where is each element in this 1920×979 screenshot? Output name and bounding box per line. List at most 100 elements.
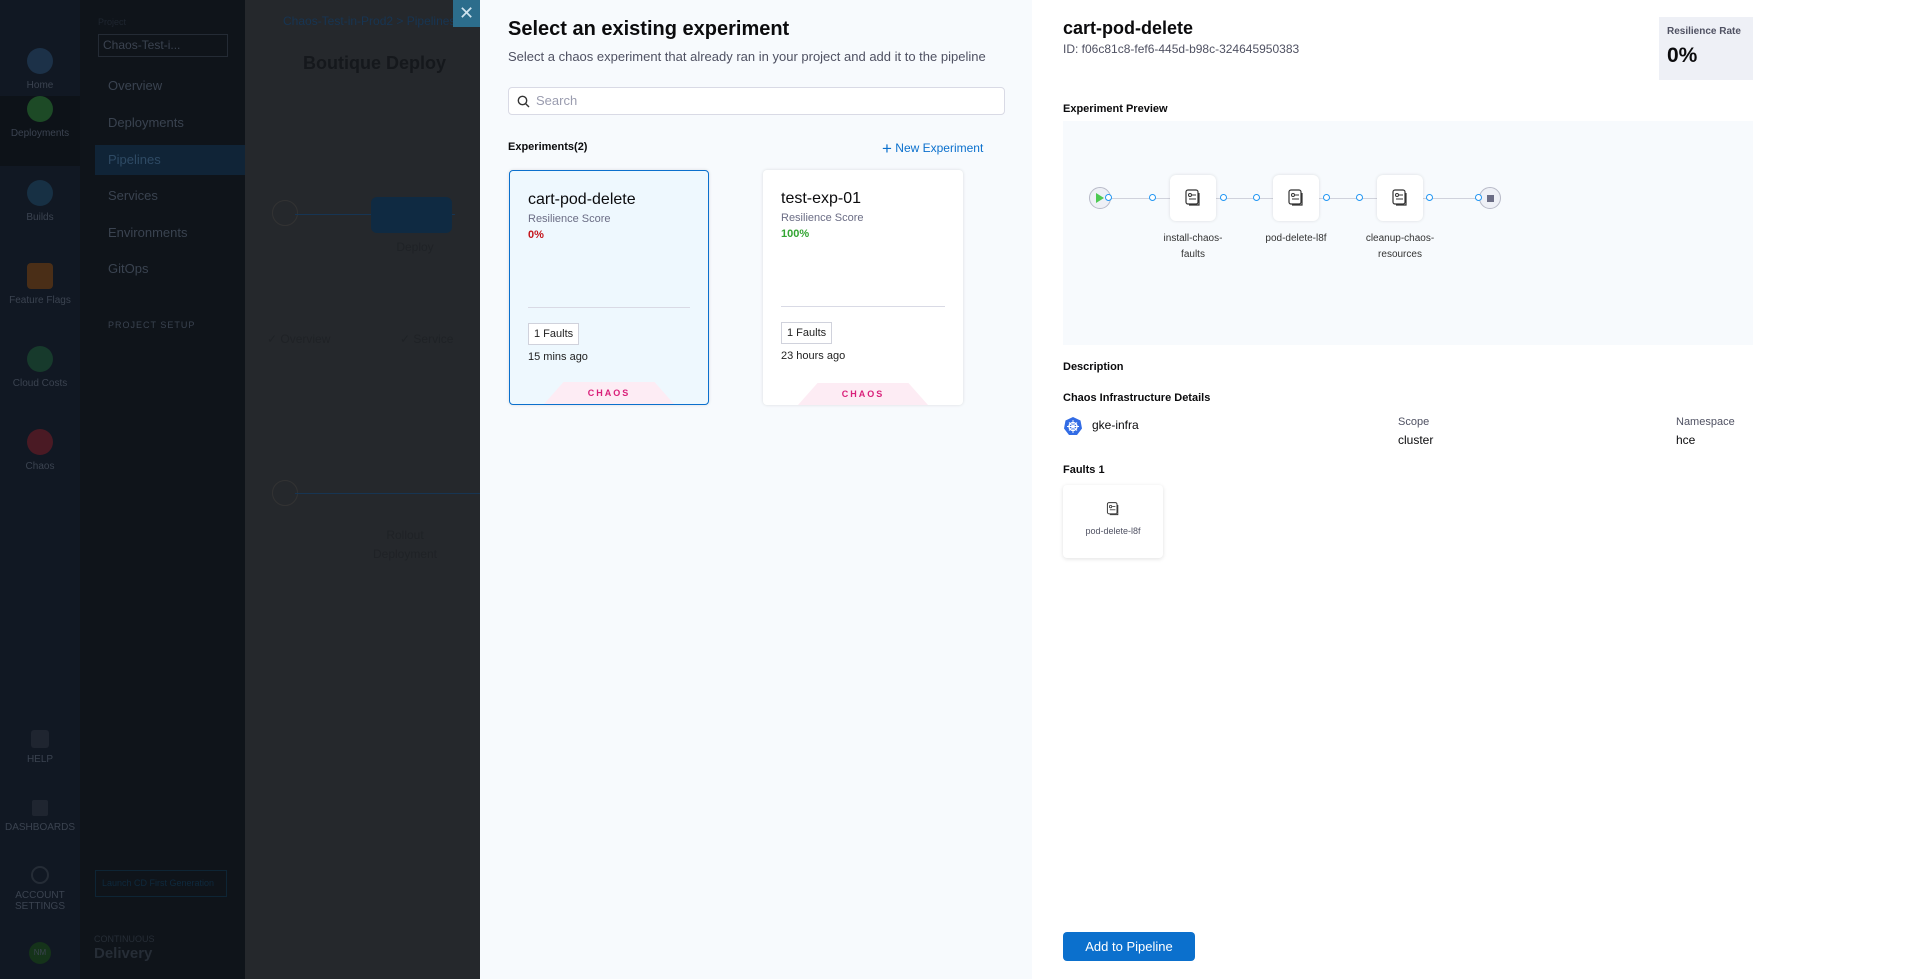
project-selector[interactable]: Chaos-Test-i... xyxy=(98,34,228,57)
breadcrumb[interactable]: Chaos-Test-in-Prod2 > Pipelines xyxy=(283,14,456,28)
label-line: resources xyxy=(1378,249,1422,260)
step-node[interactable] xyxy=(1170,175,1216,221)
resilience-score: 100% xyxy=(781,228,810,240)
fault-card[interactable]: pod-delete-l8f xyxy=(1063,485,1163,558)
stage-label: Deploy xyxy=(396,240,434,254)
deploy-stage[interactable] xyxy=(371,197,452,233)
resilience-score: 0% xyxy=(528,229,544,241)
stop-icon xyxy=(1487,195,1494,202)
tab-label: Service xyxy=(413,332,454,346)
tab-service[interactable]: ✓ Service xyxy=(400,332,454,346)
detail-title: cart-pod-delete xyxy=(1063,18,1194,38)
deployments-icon xyxy=(27,96,53,122)
port xyxy=(1149,194,1156,201)
start-node xyxy=(272,200,298,226)
experiment-picker-panel: Select an existing experiment Select a c… xyxy=(480,0,1032,979)
port xyxy=(1253,194,1260,201)
nav-help[interactable]: HELP xyxy=(0,730,80,765)
experiment-name: test-exp-01 xyxy=(781,190,862,207)
launch-cd-button[interactable]: Launch CD First Generation xyxy=(95,870,227,897)
faults-badge: 1 Faults xyxy=(781,322,833,344)
pipeline-canvas: Chaos-Test-in-Prod2 > Pipelines Boutique… xyxy=(245,0,480,979)
nav-label: HELP xyxy=(26,754,54,765)
port xyxy=(1323,194,1330,201)
home-icon xyxy=(27,48,53,74)
subnav-active-bg xyxy=(95,145,245,175)
nav-label: DASHBOARDS xyxy=(4,822,75,833)
subnav-pipelines[interactable]: Pipelines xyxy=(108,152,161,167)
end-node xyxy=(1479,187,1501,209)
fault-icon xyxy=(1392,189,1407,206)
close-button[interactable]: ✕ xyxy=(453,0,480,27)
project-setup-toggle[interactable]: PROJECT SETUP xyxy=(108,320,196,330)
experiment-card[interactable]: cart-pod-delete Resilience Score 0% 1 Fa… xyxy=(509,170,709,405)
nav-deployments[interactable]: Deployments xyxy=(0,96,80,166)
subnav-gitops[interactable]: GitOps xyxy=(108,261,149,276)
subnav-environments[interactable]: Environments xyxy=(108,225,188,240)
fault-icon xyxy=(1106,502,1119,516)
step-label: pod-delete-l8f xyxy=(1251,231,1341,247)
experiment-name: cart-pod-delete xyxy=(528,191,636,208)
experiment-detail-panel: cart-pod-delete ID: f06c81c8-fef6-445d-b… xyxy=(1032,0,1920,979)
description-label: Description xyxy=(1063,361,1124,373)
subnav-services[interactable]: Services xyxy=(108,188,158,203)
experiments-count: Experiments(2) xyxy=(508,141,588,153)
faults-label: Faults 1 xyxy=(1063,464,1105,476)
namespace-value: hce xyxy=(1676,433,1696,447)
gear-icon xyxy=(31,866,49,884)
last-run-time: 15 mins ago xyxy=(528,351,588,363)
nav-home[interactable]: Home xyxy=(0,48,80,91)
nav-label: Chaos xyxy=(25,461,55,472)
new-experiment-label: New Experiment xyxy=(895,141,984,155)
tab-label: Overview xyxy=(280,332,331,346)
search-input[interactable] xyxy=(536,93,976,108)
nav-label: Home xyxy=(26,80,54,91)
step-label: cleanup-chaos-resources xyxy=(1355,231,1445,263)
label-line: install-chaos- xyxy=(1163,233,1223,244)
nav-cloud-costs[interactable]: Cloud Costs xyxy=(0,346,80,389)
score-label: Resilience Score xyxy=(781,212,864,224)
tab-overview[interactable]: ✓ Overview xyxy=(267,332,331,346)
nav-label: Deployments xyxy=(10,128,70,139)
step-node[interactable] xyxy=(1273,175,1319,221)
label-line: pod-delete-l8f xyxy=(1265,233,1327,244)
search-icon xyxy=(517,95,530,108)
fault-icon xyxy=(1288,189,1303,206)
start-node xyxy=(1089,187,1111,209)
dashboards-icon xyxy=(32,800,48,816)
scope-label: Scope xyxy=(1398,416,1430,428)
step-node[interactable] xyxy=(1377,175,1423,221)
resilience-rate: 0% xyxy=(1667,44,1698,67)
project-label: Project xyxy=(98,17,127,27)
nav-dashboards[interactable]: DASHBOARDS xyxy=(0,800,80,833)
modal-title: Select an existing experiment xyxy=(508,18,790,40)
nav-label: Feature Flags xyxy=(9,295,71,306)
faults-badge: 1 Faults xyxy=(528,323,580,345)
avatar[interactable]: NM xyxy=(29,942,51,964)
subnav-deployments[interactable]: Deployments xyxy=(108,115,184,130)
preview-label: Experiment Preview xyxy=(1063,103,1168,115)
nav-label: ACCOUNT SETTINGS xyxy=(14,890,65,912)
fault-name: pod-delete-l8f xyxy=(1085,526,1141,536)
nav-chaos[interactable]: Chaos xyxy=(0,429,80,472)
nav-feature-flags[interactable]: Feature Flags xyxy=(0,263,80,306)
search-field[interactable] xyxy=(508,87,1005,115)
subnav-overview[interactable]: Overview xyxy=(108,78,163,93)
port xyxy=(1475,194,1482,201)
plus-icon: + xyxy=(882,139,892,158)
chaos-tag: CHAOS xyxy=(798,383,928,405)
add-to-pipeline-button[interactable]: Add to Pipeline xyxy=(1063,932,1195,961)
experiment-card[interactable]: test-exp-01 Resilience Score 100% 1 Faul… xyxy=(763,170,963,405)
resilience-rate-box: Resilience Rate 0% xyxy=(1659,17,1753,80)
kubernetes-icon xyxy=(1064,417,1082,435)
nav-label: Builds xyxy=(26,212,54,223)
chaos-icon xyxy=(27,429,53,455)
infra-label: Chaos Infrastructure Details xyxy=(1063,392,1211,404)
nav-builds[interactable]: Builds xyxy=(0,180,80,223)
play-icon xyxy=(1096,193,1104,203)
pipeline-title: Boutique Deploy xyxy=(303,53,446,73)
label-line: faults xyxy=(1181,249,1205,260)
module-nav: Home Deployments Builds Feature Flags Cl… xyxy=(0,0,80,979)
nav-account-settings[interactable]: ACCOUNT SETTINGS xyxy=(0,866,80,912)
new-experiment-button[interactable]: + New Experiment xyxy=(882,139,983,159)
